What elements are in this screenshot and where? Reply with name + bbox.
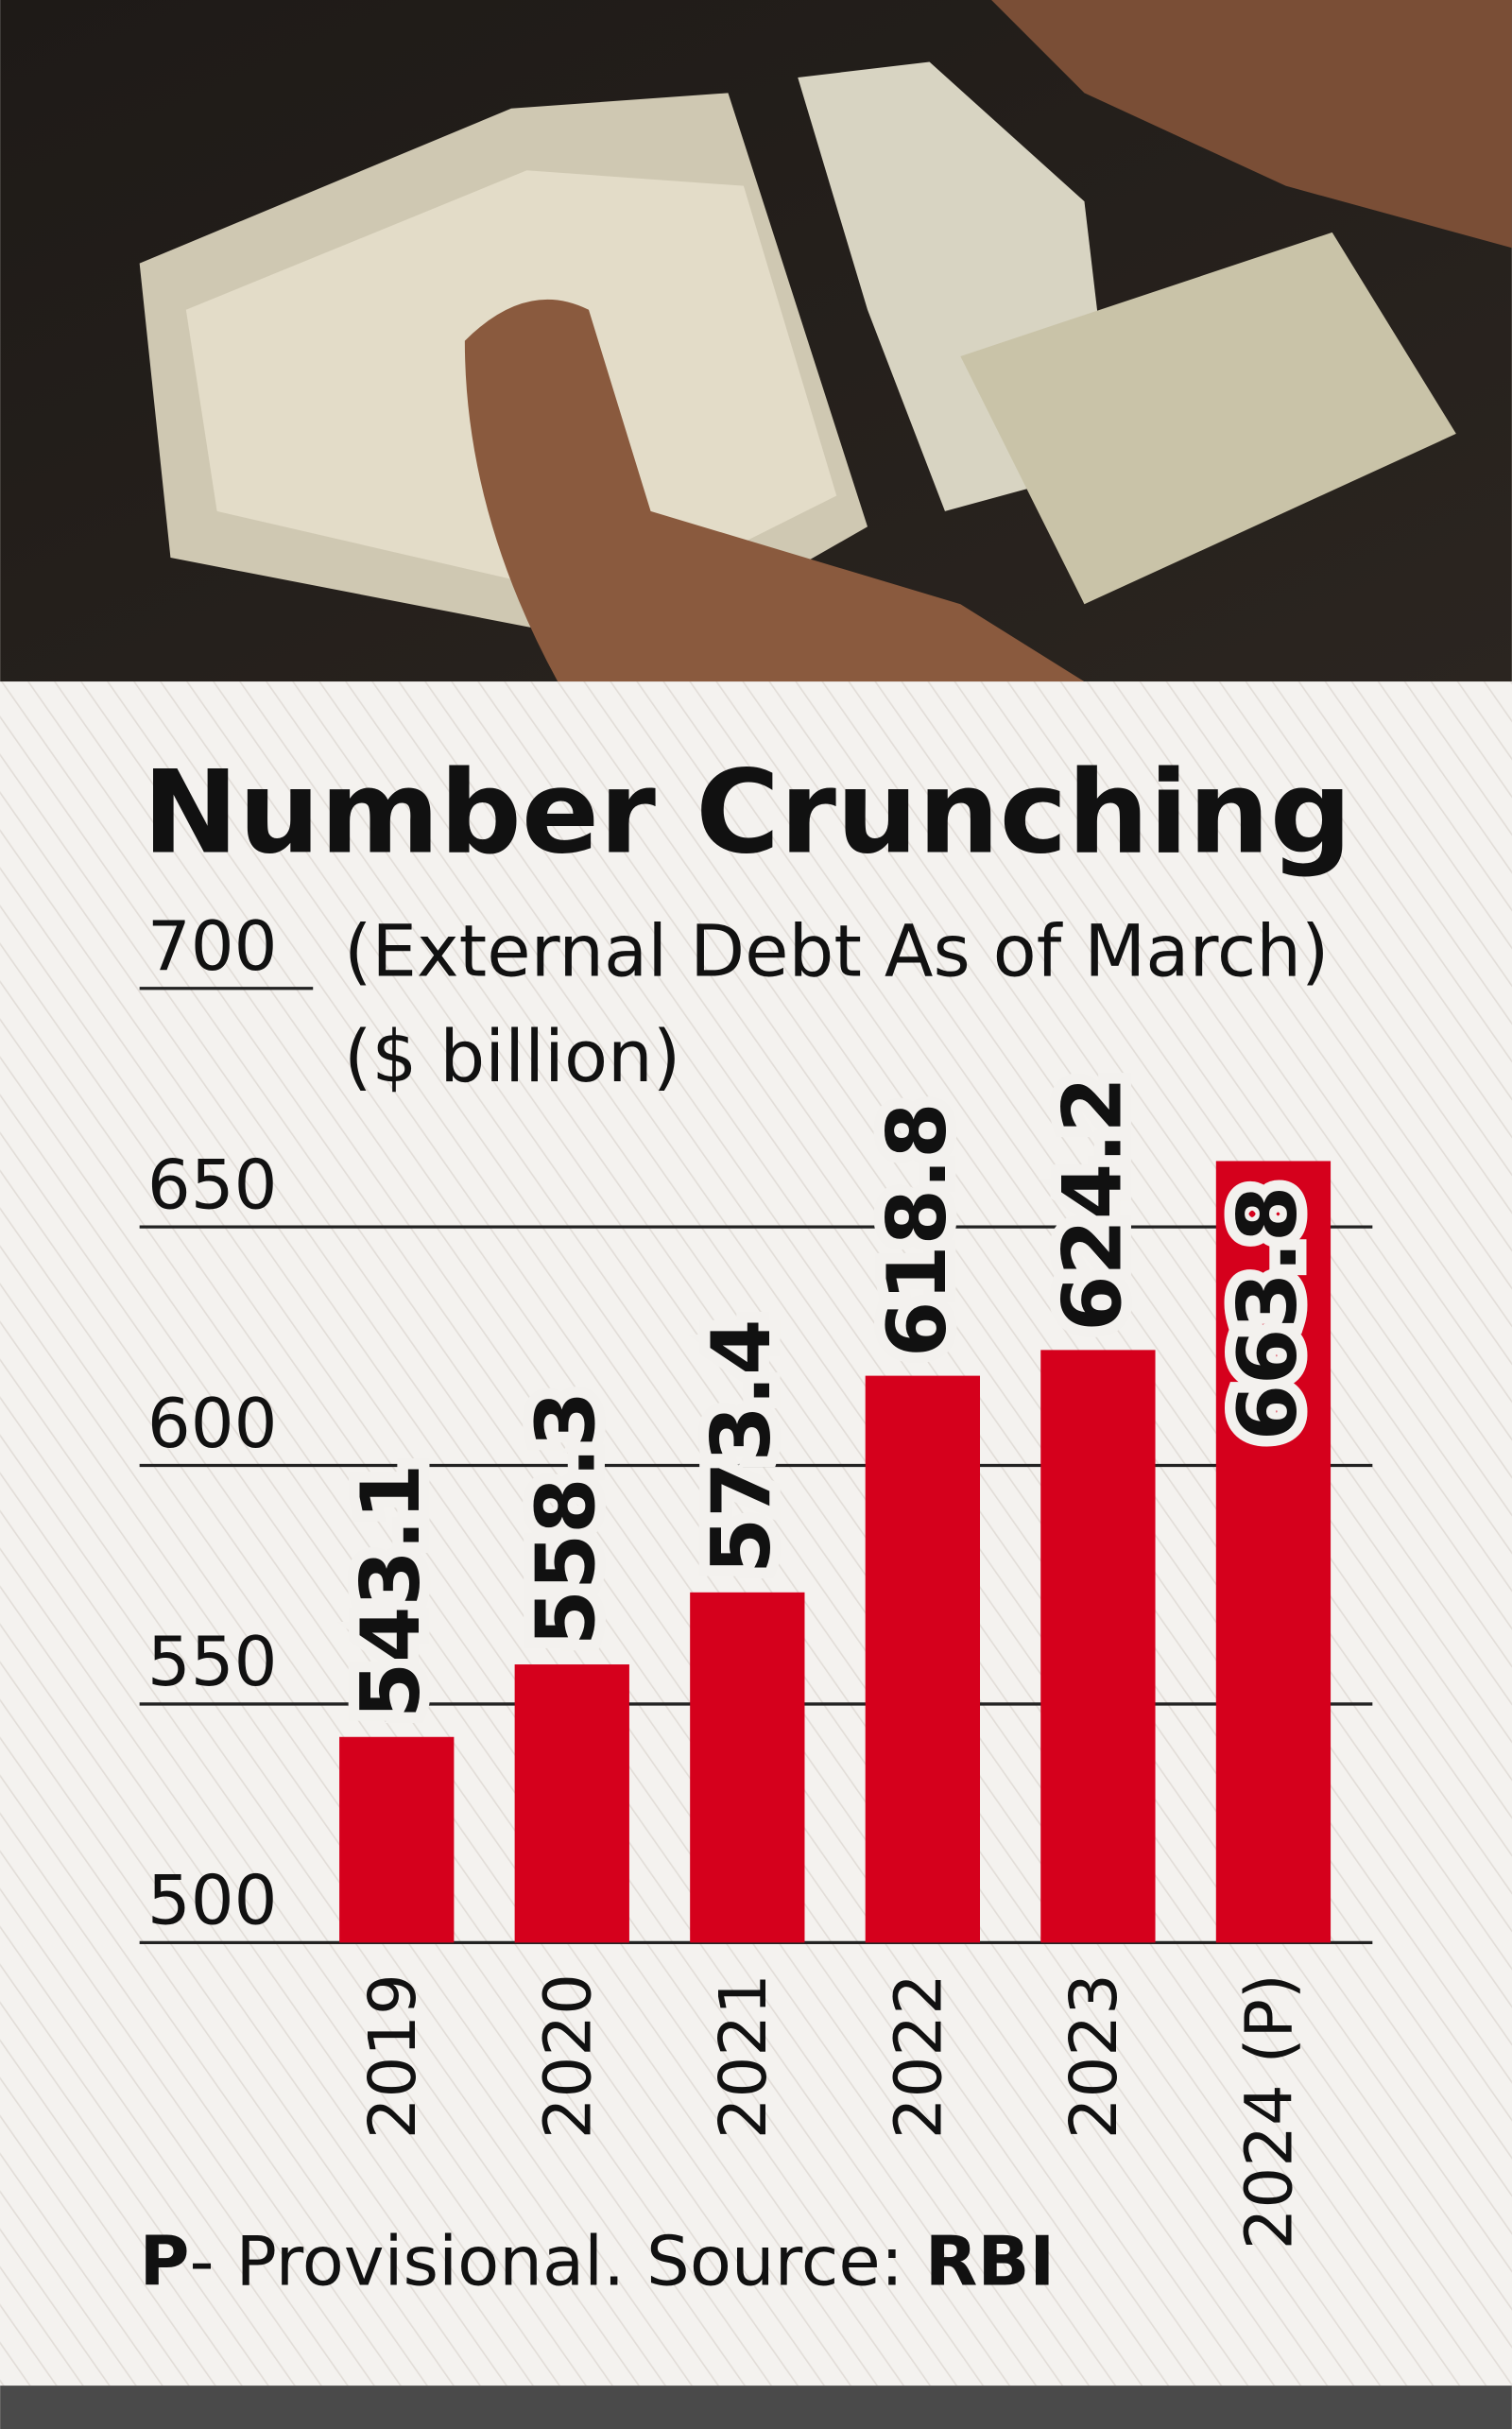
- bar: [339, 1736, 455, 1943]
- bar: [1215, 1161, 1332, 1943]
- y-tick-label: 550: [147, 1623, 278, 1702]
- footnote-source: RBI: [925, 2223, 1055, 2302]
- y-tick-label: 500: [147, 1862, 278, 1941]
- value-label: 624.2: [1046, 1077, 1140, 1332]
- footer-bar: [0, 2386, 1512, 2429]
- value-label: 543.1: [345, 1464, 438, 1719]
- bar: [1040, 1350, 1156, 1943]
- x-tick-label: 2019: [355, 1973, 431, 2139]
- value-label: 573.4: [696, 1319, 789, 1575]
- x-tick-label: 2020: [530, 1973, 606, 2139]
- value-label: 663.8: [1222, 1186, 1315, 1441]
- value-label: 558.3: [521, 1391, 614, 1646]
- footnote: P- Provisional. Source: RBI: [140, 2223, 1056, 2302]
- footnote-key: P: [140, 2223, 190, 2302]
- bar: [514, 1664, 629, 1943]
- y-tick-label: 650: [147, 1146, 278, 1225]
- bar: [865, 1375, 981, 1943]
- chart-title: Number Crunching: [143, 745, 1352, 879]
- value-label: 618.8: [871, 1102, 965, 1357]
- chart-subtitle: (External Debt As of March): [344, 910, 1329, 993]
- unit-label: ($ billion): [344, 1015, 680, 1098]
- footnote-text: - Provisional. Source:: [190, 2223, 925, 2302]
- x-tick-label: 2022: [881, 1973, 956, 2139]
- x-tick-label: 2023: [1057, 1973, 1132, 2139]
- x-tick-label: 2021: [706, 1973, 782, 2139]
- bar: [690, 1592, 805, 1943]
- y-tick-label: 700: [147, 907, 278, 987]
- x-tick-label: 2024 (P): [1231, 1973, 1307, 2249]
- y-tick-label: 600: [147, 1385, 278, 1464]
- photo: [0, 0, 1512, 682]
